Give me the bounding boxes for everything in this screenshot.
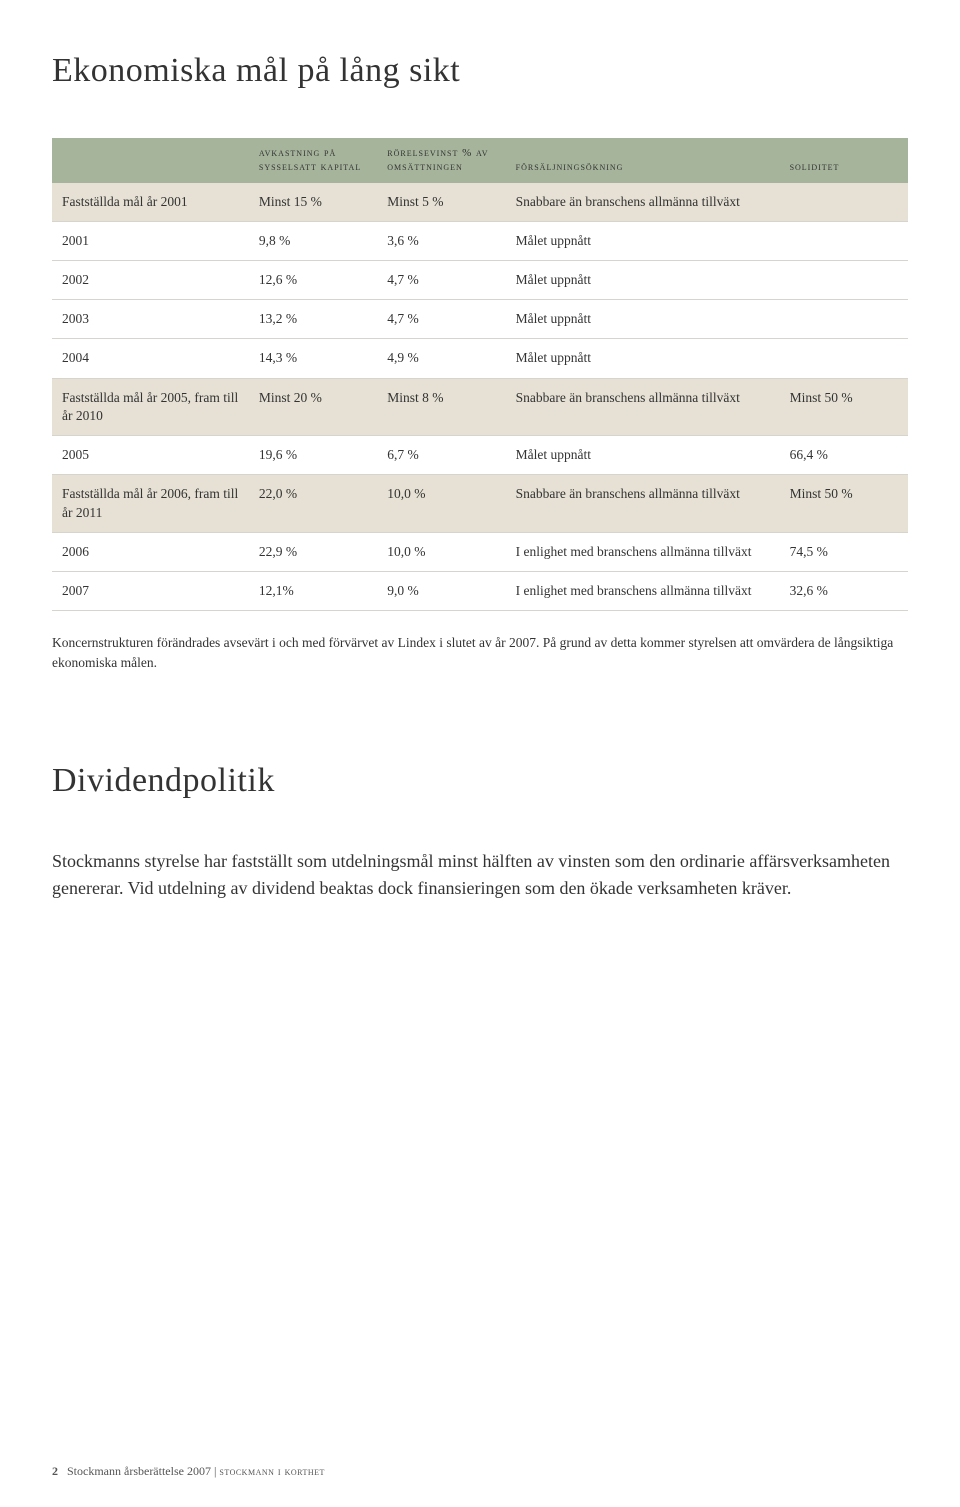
table-row: 20019,8 %3,6 %Målet uppnått bbox=[52, 221, 908, 260]
table-header-sales-growth: försäljningsökning bbox=[506, 138, 780, 183]
table-cell: Målet uppnått bbox=[506, 339, 780, 378]
table-cell: Minst 8 % bbox=[377, 378, 505, 435]
table-cell bbox=[780, 339, 908, 378]
page-title-economic-goals: Ekonomiska mål på lång sikt bbox=[52, 52, 908, 90]
dividend-policy-body: Stockmanns styrelse har fastställt som u… bbox=[52, 848, 908, 902]
table-cell: Minst 5 % bbox=[377, 183, 505, 222]
table-cell: Snabbare än branschens allmänna tillväxt bbox=[506, 378, 780, 435]
table-cell: 9,8 % bbox=[249, 221, 377, 260]
table-row: 200414,3 %4,9 %Målet uppnått bbox=[52, 339, 908, 378]
table-header-roi: avkastning på sysselsatt kapital bbox=[249, 138, 377, 183]
table-cell: 6,7 % bbox=[377, 436, 505, 475]
table-cell: 9,0 % bbox=[377, 572, 505, 611]
table-cell: 74,5 % bbox=[780, 532, 908, 571]
table-cell: Målet uppnått bbox=[506, 261, 780, 300]
table-cell: 19,6 % bbox=[249, 436, 377, 475]
table-cell: Snabbare än branschens allmänna tillväxt bbox=[506, 183, 780, 222]
table-cell: Minst 50 % bbox=[780, 378, 908, 435]
page-footer: 2 Stockmann årsberättelse 2007 | stockma… bbox=[52, 1464, 325, 1479]
table-cell: 12,1% bbox=[249, 572, 377, 611]
table-cell: Fastställda mål år 2001 bbox=[52, 183, 249, 222]
table-cell: 2004 bbox=[52, 339, 249, 378]
table-cell: 12,6 % bbox=[249, 261, 377, 300]
table-footnote: Koncernstrukturen förändrades avsevärt i… bbox=[52, 633, 908, 672]
table-cell: 2001 bbox=[52, 221, 249, 260]
table-cell: 32,6 % bbox=[780, 572, 908, 611]
footer-section: stockmann i korthet bbox=[219, 1464, 325, 1478]
footer-source: Stockmann årsberättelse 2007 bbox=[67, 1464, 211, 1478]
table-cell: Målet uppnått bbox=[506, 221, 780, 260]
table-cell: 10,0 % bbox=[377, 475, 505, 532]
table-row: 200712,1%9,0 %I enlighet med branschens … bbox=[52, 572, 908, 611]
table-cell: Målet uppnått bbox=[506, 300, 780, 339]
table-row: Fastställda mål år 2005, fram till år 20… bbox=[52, 378, 908, 435]
table-cell bbox=[780, 300, 908, 339]
table-cell bbox=[780, 221, 908, 260]
table-cell: 2006 bbox=[52, 532, 249, 571]
table-row: Fastställda mål år 2006, fram till år 20… bbox=[52, 475, 908, 532]
table-cell: 2007 bbox=[52, 572, 249, 611]
table-row: 200622,9 %10,0 %I enlighet med branschen… bbox=[52, 532, 908, 571]
table-cell: 4,7 % bbox=[377, 300, 505, 339]
table-cell: 22,0 % bbox=[249, 475, 377, 532]
table-cell: 2003 bbox=[52, 300, 249, 339]
table-header-empty bbox=[52, 138, 249, 183]
table-row: Fastställda mål år 2001Minst 15 %Minst 5… bbox=[52, 183, 908, 222]
document-page: Ekonomiska mål på lång sikt avkastning p… bbox=[0, 0, 960, 1507]
economic-goals-table: avkastning på sysselsatt kapital rörelse… bbox=[52, 138, 908, 611]
table-cell: Fastställda mål år 2006, fram till år 20… bbox=[52, 475, 249, 532]
table-cell: 4,7 % bbox=[377, 261, 505, 300]
page-title-dividend-policy: Dividendpolitik bbox=[52, 762, 908, 800]
table-cell: 22,9 % bbox=[249, 532, 377, 571]
table-cell: 10,0 % bbox=[377, 532, 505, 571]
table-cell: I enlighet med branschens allmänna tillv… bbox=[506, 532, 780, 571]
table-cell: 2005 bbox=[52, 436, 249, 475]
table-cell: 13,2 % bbox=[249, 300, 377, 339]
table-cell: I enlighet med branschens allmänna tillv… bbox=[506, 572, 780, 611]
table-cell: 66,4 % bbox=[780, 436, 908, 475]
table-cell bbox=[780, 261, 908, 300]
page-number: 2 bbox=[52, 1464, 58, 1478]
table-cell: 14,3 % bbox=[249, 339, 377, 378]
table-cell bbox=[780, 183, 908, 222]
table-cell: 3,6 % bbox=[377, 221, 505, 260]
table-row: 200212,6 %4,7 %Målet uppnått bbox=[52, 261, 908, 300]
table-cell: Fastställda mål år 2005, fram till år 20… bbox=[52, 378, 249, 435]
table-cell: Snabbare än branschens allmänna tillväxt bbox=[506, 475, 780, 532]
table-row: 200313,2 %4,7 %Målet uppnått bbox=[52, 300, 908, 339]
table-header-profit: rörelsevinst % av omsättningen bbox=[377, 138, 505, 183]
table-row: 200519,6 %6,7 %Målet uppnått66,4 % bbox=[52, 436, 908, 475]
table-cell: Minst 50 % bbox=[780, 475, 908, 532]
table-header-row: avkastning på sysselsatt kapital rörelse… bbox=[52, 138, 908, 183]
table-cell: Målet uppnått bbox=[506, 436, 780, 475]
table-cell: Minst 20 % bbox=[249, 378, 377, 435]
table-cell: 4,9 % bbox=[377, 339, 505, 378]
table-cell: 2002 bbox=[52, 261, 249, 300]
table-cell: Minst 15 % bbox=[249, 183, 377, 222]
table-header-equity: soliditet bbox=[780, 138, 908, 183]
